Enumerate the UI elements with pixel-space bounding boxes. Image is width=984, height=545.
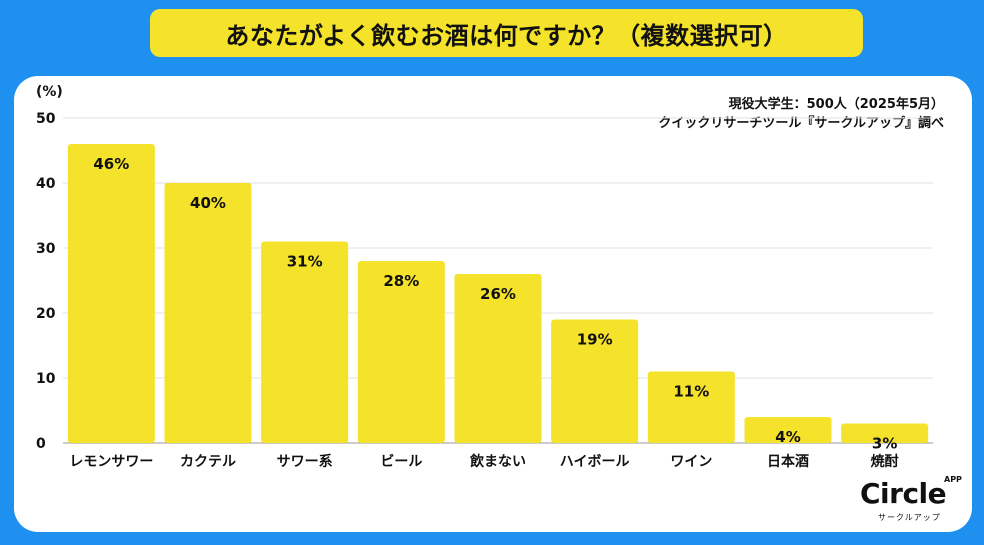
y-tick-label: 40 bbox=[36, 176, 56, 192]
logo-subtitle: サークルアップ bbox=[878, 513, 941, 522]
bar-value-label: 40% bbox=[190, 194, 226, 212]
x-category-label: レモンサワー bbox=[69, 454, 153, 470]
bar-value-label: 3% bbox=[872, 435, 897, 453]
y-tick-label: 50 bbox=[36, 111, 56, 127]
x-category-label: サワー系 bbox=[277, 453, 333, 470]
bar-value-label: 28% bbox=[383, 272, 419, 290]
bar-value-label: 31% bbox=[287, 253, 323, 271]
bar bbox=[454, 274, 542, 443]
bar bbox=[647, 371, 735, 443]
source-line-respondents: 現役大学生：500人（2025年5月） bbox=[728, 97, 944, 112]
y-axis-unit-label: (%) bbox=[36, 84, 63, 100]
bar bbox=[744, 417, 832, 443]
x-category-label: 飲まない bbox=[469, 453, 526, 470]
x-category-label: 焼酎 bbox=[871, 453, 899, 470]
bar bbox=[164, 183, 252, 443]
logo-app-badge: APP bbox=[944, 475, 962, 484]
bar-value-label: 11% bbox=[673, 383, 709, 401]
bar-value-label: 26% bbox=[480, 285, 516, 303]
source-line-tool: クイックリサーチツール『サークルアップ』調べ bbox=[658, 116, 944, 131]
bar bbox=[551, 319, 639, 443]
x-category-label: ワイン bbox=[670, 454, 712, 470]
y-tick-label: 20 bbox=[36, 306, 56, 322]
bar-value-label: 4% bbox=[775, 428, 800, 446]
x-category-label: カクテル bbox=[180, 454, 236, 470]
bar bbox=[841, 423, 929, 443]
bar bbox=[67, 144, 155, 443]
y-tick-label: 30 bbox=[36, 241, 56, 257]
y-tick-label: 10 bbox=[36, 371, 56, 387]
x-category-label: 日本酒 bbox=[767, 453, 809, 470]
bar-value-label: 46% bbox=[93, 155, 129, 173]
logo-wordmark: Circle bbox=[860, 477, 947, 510]
bar-value-label: 19% bbox=[577, 331, 613, 349]
y-tick-label: 0 bbox=[36, 436, 46, 452]
bar bbox=[357, 261, 445, 443]
chart-title: あなたがよく飲むお酒は何ですか？（複数選択可） bbox=[150, 9, 863, 57]
x-category-label: ビール bbox=[380, 454, 422, 470]
circle-app-logo: Circle APP サークルアップ bbox=[860, 475, 970, 527]
source-note: 現役大学生：500人（2025年5月） クイックリサーチツール『サークルアップ』… bbox=[658, 95, 944, 133]
x-category-label: ハイボール bbox=[560, 454, 630, 470]
bar bbox=[261, 241, 349, 443]
